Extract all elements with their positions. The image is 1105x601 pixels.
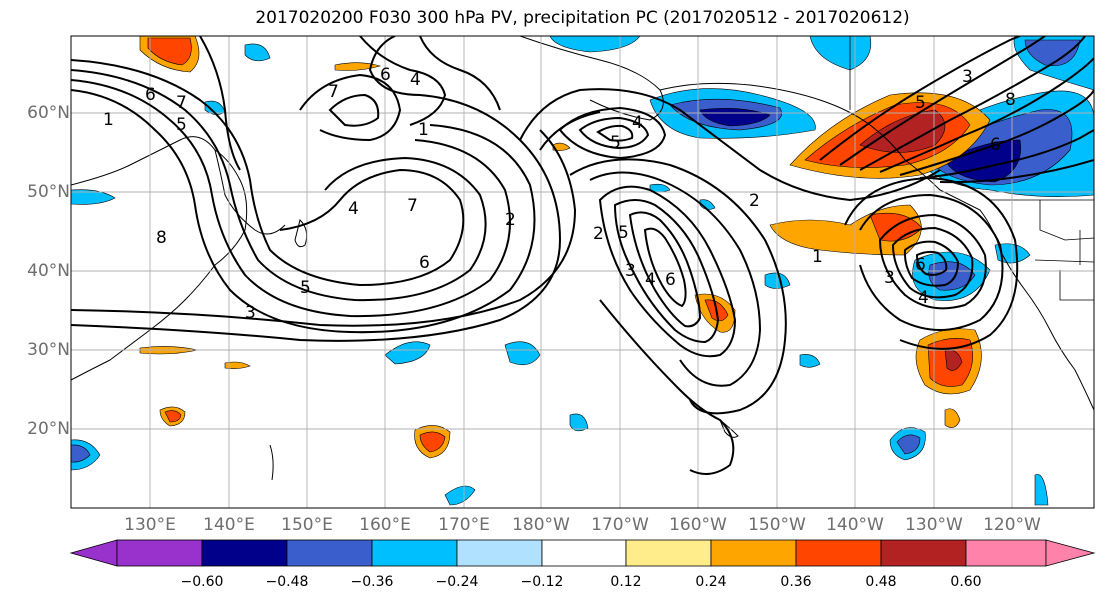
colorbar [69,539,1096,567]
contour-label: 6 [380,65,391,85]
colorbar-segment [116,539,203,567]
colorbar-tick-label: −0.24 [435,574,479,590]
precip-negative-region [549,36,641,53]
precip-positive-region [147,37,192,66]
lon-label: 140°E [203,515,255,535]
contour-label: 5 [618,223,629,243]
precip-negative-region [71,444,91,463]
contour-label: 5 [176,115,187,135]
political-borders [849,36,1094,301]
contour-label: 8 [1005,90,1016,110]
contour-label: 5 [610,133,621,153]
colorbar-segment [795,539,882,567]
contour-label: 5 [300,278,311,298]
contour-label: 6 [665,270,676,290]
precip-negative-region [569,413,589,432]
contour-label: 2 [505,210,516,230]
precip-negative-region [504,341,541,366]
contour-label: 4 [645,270,656,290]
contour-label: 1 [418,120,429,140]
colorbar-segment [201,539,288,567]
colorbar-segment [286,539,373,567]
contour-label: 5 [915,93,926,113]
colorbar-tick-label: 0.48 [865,574,897,590]
colorbar-tick-label: −0.36 [350,574,394,590]
colorbar-tick-label: 0.36 [780,574,812,590]
colorbar-segment [541,539,627,567]
contour-label: 6 [990,135,1001,155]
contour-label: 4 [632,113,643,133]
contour-label: 1 [812,247,823,267]
pv-contours [71,36,1094,475]
lon-label: 180°W [512,515,570,535]
precip-negative-region [444,485,476,506]
colorbar-tick-label: −0.48 [265,574,309,590]
lon-label: 130°W [905,515,963,535]
colorbar-segment [625,539,712,567]
contour-label: 4 [918,288,929,308]
precip-negative-region [896,434,921,455]
precip-positive-region [944,408,961,428]
lon-label: 130°E [124,515,176,535]
contour-label: 6 [145,85,156,105]
contour-label: 6 [915,255,926,275]
colorbar-segment [880,539,967,567]
lat-label: 30°N [27,340,70,360]
contour-label: 7 [176,93,187,113]
contour-label: 8 [156,228,167,248]
contour-label: 7 [407,196,418,216]
contour-label: 4 [410,70,421,90]
contour-label: 3 [962,67,973,87]
map-title: 2017020200 F030 300 hPa PV, precipitatio… [255,8,910,28]
colorbar-segment [456,539,543,567]
colorbar-segment [371,539,458,567]
precip-positive-region [224,361,251,369]
colorbar-tick-label: 0.12 [610,574,642,590]
lon-label: 170°W [591,515,649,535]
map-frame [70,35,1095,509]
precip-negative-region [384,341,431,365]
precip-negative-region [764,272,791,289]
precip-negative-region [994,243,1031,264]
pv-contour-labels: 1 6 7 5 8 3 5 4 7 6 2 6 4 7 1 2 5 3 4 6 … [103,65,1016,323]
lon-label: 120°W [983,515,1041,535]
contour-label: 2 [593,224,604,244]
precip-negative-region [71,189,116,205]
colorbar-segment [710,539,797,567]
lon-label: 140°W [826,515,884,535]
lon-label: 160°E [359,515,411,535]
lon-label: 150°E [281,515,333,535]
colorbar-segment [965,539,1047,567]
precip-negative-region [928,261,976,291]
contour-label: 6 [419,253,430,273]
colorbar-tick-label: 0.24 [695,574,727,590]
contour-label: 1 [103,110,114,130]
precip-positive-region [164,410,182,423]
lon-label: 160°W [669,515,727,535]
colorbar-extend-low [69,539,118,567]
precip-positive-region [419,431,446,453]
precip-negative-region [799,354,821,368]
precip-negative-region [1034,474,1049,506]
lat-label: 20°N [27,419,70,439]
lon-label: 170°E [438,515,490,535]
colorbar-extend-high [1045,539,1096,567]
contour-label: 3 [884,268,895,288]
precip-negative-region [244,43,271,62]
lon-label: 150°W [748,515,806,535]
contour-label: 4 [348,199,359,219]
contour-label: 3 [245,303,256,323]
precip-positive-region [334,62,382,71]
contour-label: 2 [749,191,760,211]
lat-label: 40°N [27,261,70,281]
contour-label: 7 [328,82,339,102]
contour-label: 3 [625,261,636,281]
lat-label: 50°N [27,182,70,202]
colorbar-tick-label: −0.12 [520,574,564,590]
lat-label: 60°N [27,103,70,123]
colorbar-tick-label: −0.60 [180,574,224,590]
colorbar-tick-label: 0.60 [950,574,982,590]
